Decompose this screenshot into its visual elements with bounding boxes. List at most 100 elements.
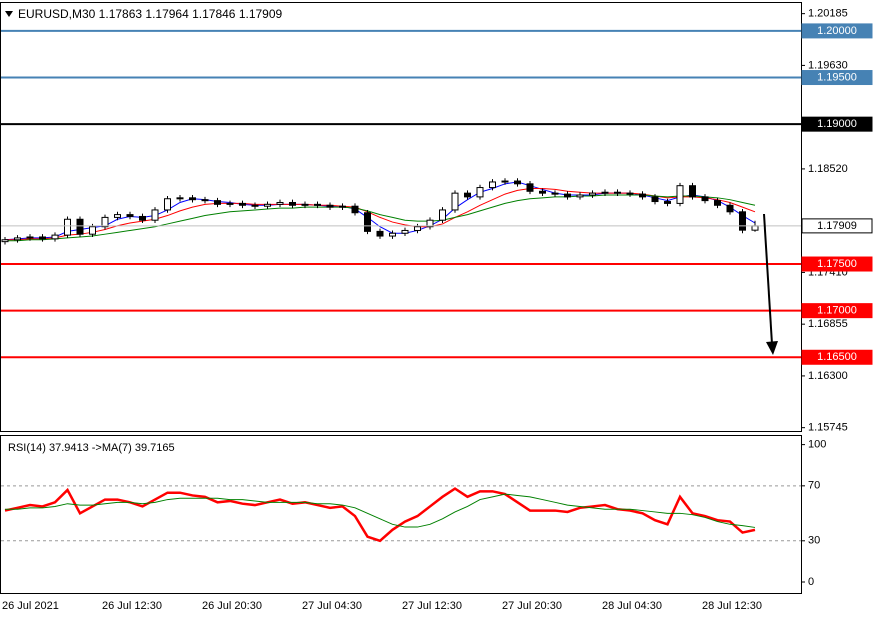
candle-body (714, 200, 721, 206)
x-tick-label: 27 Jul 04:30 (302, 600, 362, 612)
candle-body (139, 215, 146, 221)
price-level-label: 1.19500 (817, 71, 857, 83)
candle-body (176, 197, 184, 200)
y-tick-label: 100 (808, 439, 826, 451)
candle-body (476, 187, 484, 198)
candle-body (589, 192, 596, 196)
candle-body (314, 203, 321, 206)
candle-body (539, 190, 546, 194)
price-level-label-box (801, 256, 873, 272)
chart-title: EURUSD,M30 1.17863 1.17964 1.17846 1.179… (18, 7, 283, 21)
candle-body (626, 192, 634, 195)
candle-body (89, 226, 96, 235)
price-level-label: 1.19000 (817, 118, 857, 130)
rsi-title: RSI(14) 37.9413 ->MA(7) 39.7165 (8, 442, 175, 454)
candle-body (326, 204, 334, 208)
candle-body (651, 196, 659, 203)
candle-body (214, 200, 221, 205)
price-level-label-box (801, 116, 873, 132)
candle-body (701, 196, 709, 202)
candle-body (426, 219, 434, 228)
main-panel-frame (0, 2, 802, 432)
candle-body (101, 216, 109, 228)
price-level-label-box (801, 23, 873, 39)
candle-body (301, 203, 309, 206)
candle-body (276, 201, 284, 205)
y-tick-label: 1.16300 (808, 370, 848, 382)
rsi-panel-frame (0, 435, 802, 594)
candle-body (564, 193, 571, 198)
candle-body (526, 183, 534, 192)
price-panel: 1.201851.196301.185201.174101.168551.163… (1, 8, 873, 434)
price-level-label: 1.17000 (817, 305, 857, 317)
candle-body (364, 212, 371, 232)
y-tick-label: 1.16855 (808, 318, 848, 330)
candle-body (514, 180, 521, 185)
candle-body (414, 226, 421, 231)
candle-body (351, 205, 359, 214)
candle-body (614, 191, 621, 194)
y-tick-label: 1.19630 (808, 59, 848, 71)
candle-body (289, 201, 296, 206)
price-level-label: 1.20000 (817, 25, 857, 37)
candle-body (1, 239, 9, 243)
candle-body (164, 198, 171, 211)
candle-body (451, 192, 459, 211)
candle-body (26, 236, 34, 239)
candle-body (39, 236, 46, 240)
price-level-label-box (801, 349, 873, 365)
candle-body (439, 209, 446, 221)
candle-body (739, 211, 746, 231)
candle-body (751, 225, 759, 231)
y-tick-label: 70 (808, 480, 820, 492)
candle-body (576, 194, 584, 198)
candle-body (151, 209, 159, 221)
rsi-panel: 100 70 30 0 26 Jul 2021 26 Jul 12:30 26 Jul 20… (1, 439, 826, 612)
candle-body (664, 201, 671, 204)
arrow-annotation (763, 213, 778, 355)
y-tick-label: 30 (808, 535, 820, 547)
x-tick-label: 27 Jul 12:30 (402, 600, 462, 612)
price-level-label-box (801, 303, 873, 319)
price-level-label: 1.16500 (817, 351, 857, 363)
candle-body (76, 218, 84, 235)
candle-body (601, 191, 609, 194)
candle-body (639, 193, 646, 198)
candle-body (551, 192, 559, 195)
y-tick-label: 1.18520 (808, 163, 848, 175)
x-tick-label: 26 Jul 12:30 (102, 600, 162, 612)
candle-body (501, 180, 509, 183)
x-tick-label: 28 Jul 12:30 (702, 600, 762, 612)
candle-body (339, 205, 346, 208)
x-tick-label: 28 Jul 04:30 (602, 600, 662, 612)
candle-body (264, 203, 271, 207)
candle-body (64, 218, 71, 236)
candle-body (251, 204, 259, 207)
candle-body (726, 204, 734, 213)
candle-body (114, 214, 121, 218)
candle-body (239, 202, 246, 206)
candle-body (401, 229, 409, 234)
candle-body (489, 181, 496, 189)
candle-body (226, 202, 234, 205)
menu-triangle (5, 11, 13, 17)
candle-body (376, 230, 384, 237)
candle-body (126, 214, 134, 217)
x-tick-label: 26 Jul 20:30 (202, 600, 262, 612)
price-level-label-box (801, 218, 873, 234)
y-tick-label: 1.15745 (808, 422, 848, 434)
candle-body (676, 185, 684, 204)
candle-body (389, 232, 396, 237)
candle-body (464, 192, 471, 198)
price-level-label: 1.17500 (817, 258, 857, 270)
candle-body (201, 199, 209, 202)
x-tick-label: 26 Jul 2021 (2, 600, 59, 612)
indicator-line (5, 493, 756, 528)
candle-body (689, 185, 696, 198)
x-tick-label: 27 Jul 20:30 (502, 600, 562, 612)
price-level-label: 1.17909 (817, 220, 857, 232)
price-level-label-box (801, 70, 873, 86)
candle-body (14, 237, 21, 241)
candle-body (189, 197, 196, 201)
